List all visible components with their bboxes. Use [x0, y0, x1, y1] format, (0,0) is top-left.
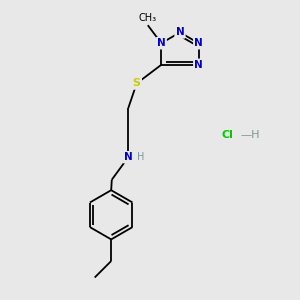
Text: —H: —H	[241, 130, 260, 140]
Text: S: S	[133, 78, 141, 88]
Text: N: N	[124, 152, 133, 162]
Text: N: N	[157, 38, 166, 48]
Text: N: N	[194, 38, 203, 48]
Text: N: N	[176, 27, 184, 38]
Text: N: N	[194, 60, 203, 70]
Text: CH₃: CH₃	[139, 13, 157, 23]
Text: H: H	[137, 152, 145, 162]
Text: Cl: Cl	[222, 130, 234, 140]
